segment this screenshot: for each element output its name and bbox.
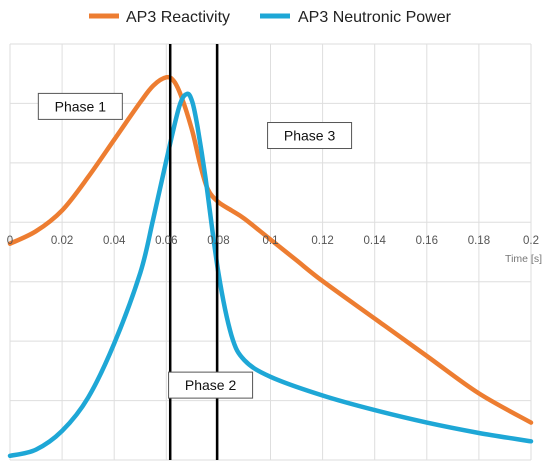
series-line-reactivity [7, 74, 534, 425]
phase-1-label: Phase 1 [55, 98, 107, 114]
x-tick-label: 0.02 [51, 235, 73, 247]
x-tick-label: 0.14 [364, 235, 387, 247]
x-tick-label: 0.04 [103, 235, 126, 247]
x-tick-labels: 0 0.02 0.04 0.06 0.08 0.1 0.12 0.14 0.16 0.18 0.2 [7, 235, 539, 247]
grid [9, 43, 532, 461]
x-tick-label: 0 [7, 235, 13, 247]
x-tick-label: 0.06 [155, 235, 177, 247]
phase-3-box [267, 122, 353, 150]
x-tick-label: 0.08 [207, 235, 229, 247]
x-tick-label: 0.1 [263, 235, 279, 247]
series-layer [7, 74, 534, 459]
x-tick-label: 0.12 [311, 235, 333, 247]
phase-annotations: Phase 1 Phase 2 Phase 3 [37, 92, 353, 399]
phase-3-label: Phase 3 [284, 128, 336, 144]
legend: AP3 Reactivity AP3 Neutronic Power [89, 9, 452, 26]
x-tick-label: 0.16 [416, 235, 438, 247]
phase-2-label: Phase 2 [185, 377, 237, 393]
phase-2-box [168, 371, 254, 399]
legend-label-1: AP3 Reactivity [126, 9, 230, 26]
legend-label-2: AP3 Neutronic Power [298, 9, 452, 26]
series-line-neutronic-power [7, 91, 534, 459]
x-axis-title: Time [s] [505, 253, 542, 265]
x-tick-label: 0.2 [523, 235, 539, 247]
phase-1-box [37, 92, 123, 120]
x-tick-label: 0.18 [468, 235, 490, 247]
